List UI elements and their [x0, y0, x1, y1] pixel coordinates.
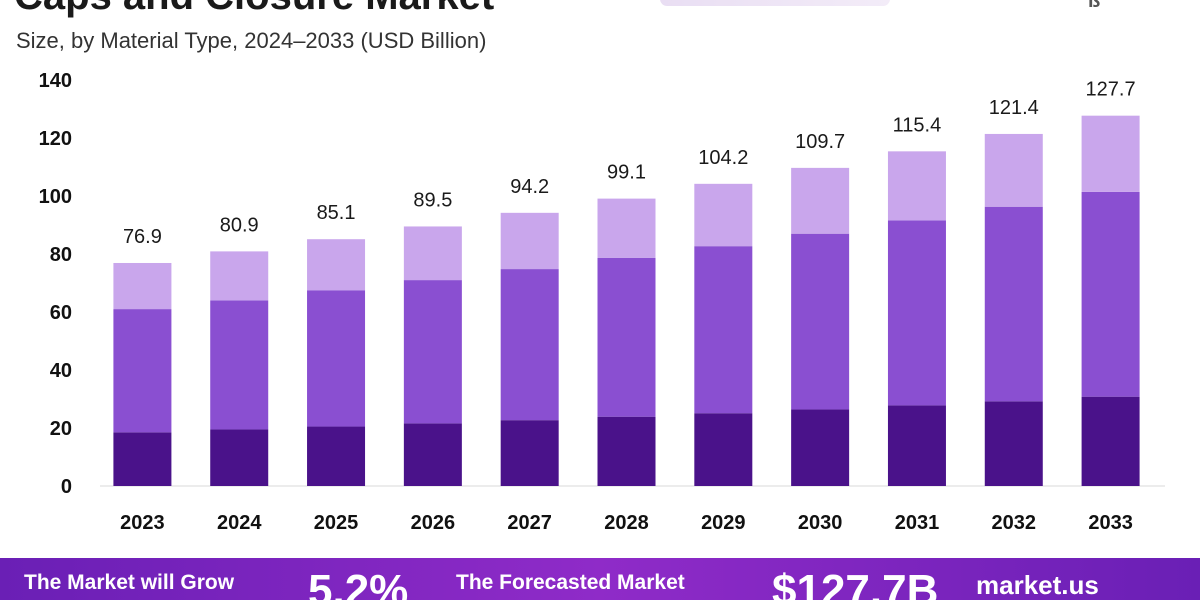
x-tick-label: 2030 [798, 512, 843, 534]
bar-segment-2026-2 [403, 226, 462, 281]
stacked-bar-chart: 0 20 40 60 80 100 120 140 76.9 2023 80.9 2024 85.1 20… [39, 70, 1165, 534]
bar-segment-2026-1 [403, 280, 462, 424]
bar-segment-2028-1 [597, 257, 656, 417]
x-tick-label: 2027 [507, 512, 552, 534]
y-tick-label: 0 [61, 476, 72, 498]
bar-total-label: 104.2 [698, 147, 748, 169]
y-tick-label: 120 [39, 128, 72, 150]
x-tick-label: 2029 [701, 512, 746, 534]
x-tick-label: 2028 [604, 512, 649, 534]
bar-segment-2025-0 [307, 426, 366, 486]
bar-segment-2027-0 [500, 420, 559, 486]
footer-cagr-value: 5.2% [308, 566, 409, 600]
y-tick-label: 20 [50, 418, 72, 440]
bar-segment-2031-0 [887, 405, 946, 486]
bar-segment-2033-2 [1081, 115, 1140, 192]
bar-total-label: 89.5 [413, 189, 452, 211]
bar-total-label: 115.4 [893, 114, 942, 136]
x-tick-label: 2032 [992, 512, 1037, 534]
bar-segment-2023-0 [113, 432, 172, 486]
bar-total-label: 121.4 [989, 97, 1039, 119]
bar-segment-2031-2 [887, 151, 946, 221]
bar-segment-2027-1 [500, 269, 559, 421]
bar-segment-2023-1 [113, 309, 172, 433]
bar-segment-2028-2 [597, 198, 656, 258]
bar-segment-2027-2 [500, 212, 559, 270]
x-tick-label: 2025 [314, 512, 359, 534]
bar-segment-2030-0 [791, 409, 850, 486]
x-tick-label: 2023 [120, 512, 165, 534]
footer-banner: The Market will Grow 5.2% The Forecasted… [0, 558, 1200, 600]
footer-brand: market.us [976, 570, 1099, 600]
footer-forecast-value: $127.7B [772, 566, 939, 600]
bar-segment-2030-2 [791, 167, 850, 234]
bar-total-label: 85.1 [317, 202, 356, 224]
bar-segment-2029-1 [694, 246, 753, 414]
y-tick-label: 80 [50, 244, 72, 266]
bar-segment-2032-0 [984, 401, 1043, 486]
bar-segment-2023-2 [113, 262, 172, 310]
bar-segment-2026-0 [403, 423, 462, 486]
y-tick-label: 40 [50, 360, 72, 382]
y-tick-label: 140 [39, 70, 72, 92]
x-tick-label: 2031 [895, 512, 940, 534]
bar-total-label: 127.7 [1086, 79, 1136, 101]
x-tick-label: 2026 [411, 512, 456, 534]
footer-forecast-text: The Forecasted Market [456, 571, 685, 594]
y-tick-label: 100 [39, 186, 72, 208]
bar-segment-2029-0 [694, 413, 753, 486]
bar-segment-2030-1 [791, 233, 850, 410]
y-tick-label: 60 [50, 302, 72, 324]
bar-segment-2025-1 [307, 290, 366, 427]
bar-total-label: 99.1 [607, 162, 646, 184]
footer-grow-text: The Market will Grow [24, 571, 235, 594]
bar-total-label: 80.9 [220, 214, 259, 236]
chart-subtitle: Size, by Material Type, 2024–2033 (USD B… [16, 28, 487, 53]
bar-segment-2024-1 [210, 300, 269, 430]
bar-segment-2025-2 [307, 239, 366, 291]
bar-segment-2032-2 [984, 133, 1043, 207]
x-tick-label: 2024 [217, 512, 262, 534]
bar-segment-2031-1 [887, 220, 946, 406]
bar-segment-2029-2 [694, 183, 753, 247]
bar-segment-2024-0 [210, 429, 269, 486]
bar-segment-2033-1 [1081, 191, 1140, 397]
bar-segment-2032-1 [984, 206, 1043, 402]
bar-segment-2028-0 [597, 416, 656, 486]
bar-total-label: 94.2 [510, 176, 549, 198]
chart-title: Caps and Closure Market [14, 0, 494, 19]
bar-total-label: 109.7 [795, 131, 845, 153]
x-tick-label: 2033 [1088, 512, 1133, 534]
bar-total-label: 76.9 [123, 226, 162, 248]
top-right-mark: ß [1088, 0, 1101, 12]
legend-strip [660, 0, 890, 6]
bar-segment-2033-0 [1081, 396, 1140, 486]
bar-segment-2024-2 [210, 251, 269, 301]
